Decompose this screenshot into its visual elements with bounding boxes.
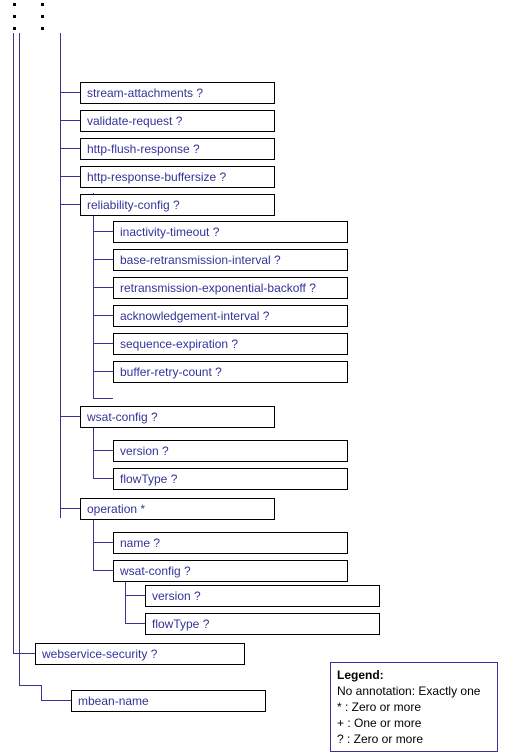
connector-horizontal	[60, 92, 80, 93]
legend-line: * : Zero or more	[337, 699, 491, 715]
tree-node-http-flush-response: http-flush-response ?	[80, 138, 275, 160]
tree-node-http-response-buffersize: http-response-buffersize ?	[80, 166, 275, 188]
connector-horizontal	[60, 416, 80, 417]
connector-horizontal	[93, 343, 113, 344]
connector-horizontal	[125, 623, 145, 624]
connector-horizontal	[93, 398, 113, 399]
tree-node-wsat-version: version ?	[113, 440, 348, 462]
tree-node-acknowledgement-interval: acknowledgement-interval ?	[113, 305, 348, 327]
connector-horizontal	[93, 542, 113, 543]
connector-vertical	[19, 33, 20, 685]
tree-node-mbean-name: mbean-name	[71, 690, 266, 712]
tree-node-retransmission-exponential-backoff: retransmission-exponential-backoff ?	[113, 277, 348, 299]
tree-node-wsat-flowtype: flowType ?	[113, 468, 348, 490]
legend-box: Legend:No annotation: Exactly one* : Zer…	[330, 662, 498, 752]
connector-horizontal	[93, 287, 113, 288]
tree-node-op-wsat-version: version ?	[145, 585, 380, 607]
ellipsis-dot	[13, 3, 16, 6]
connector-horizontal	[60, 508, 80, 509]
tree-node-wsat-config: wsat-config ?	[80, 406, 275, 428]
connector-vertical	[13, 33, 14, 653]
connector-vertical	[60, 33, 61, 518]
connector-horizontal	[60, 204, 80, 205]
connector-horizontal	[60, 120, 80, 121]
connector-horizontal	[19, 685, 41, 686]
connector-horizontal	[13, 653, 35, 654]
tree-node-op-wsat-config: wsat-config ?	[113, 560, 348, 582]
connector-horizontal	[93, 371, 113, 372]
tree-node-base-retransmission-interval: base-retransmission-interval ?	[113, 249, 348, 271]
tree-node-sequence-expiration: sequence-expiration ?	[113, 333, 348, 355]
legend-line: + : One or more	[337, 715, 491, 731]
legend-line: ? : Zero or more	[337, 731, 491, 747]
ellipsis-dot	[41, 27, 44, 30]
connector-horizontal	[93, 570, 113, 571]
connector-horizontal	[93, 315, 113, 316]
ellipsis-dot	[13, 27, 16, 30]
tree-node-stream-attachments: stream-attachments ?	[80, 82, 275, 104]
ellipsis-dot	[13, 15, 16, 18]
connector-horizontal	[93, 231, 113, 232]
connector-horizontal	[60, 176, 80, 177]
connector-vertical	[93, 425, 94, 478]
connector-horizontal	[93, 450, 113, 451]
connector-vertical	[93, 517, 94, 570]
tree-node-inactivity-timeout: inactivity-timeout ?	[113, 221, 348, 243]
tree-node-op-wsat-flowtype: flowType ?	[145, 613, 380, 635]
tree-node-validate-request: validate-request ?	[80, 110, 275, 132]
legend-title: Legend:	[337, 667, 491, 683]
connector-horizontal	[93, 259, 113, 260]
connector-horizontal	[41, 700, 71, 701]
tree-node-reliability-config: reliability-config ?	[80, 194, 275, 216]
ellipsis-dot	[41, 15, 44, 18]
tree-node-op-name: name ?	[113, 532, 348, 554]
connector-vertical	[41, 685, 42, 700]
ellipsis-dot	[41, 3, 44, 6]
legend-line: No annotation: Exactly one	[337, 683, 491, 699]
tree-node-operation: operation *	[80, 498, 275, 520]
connector-horizontal	[125, 595, 145, 596]
connector-horizontal	[93, 478, 113, 479]
tree-node-webservice-security: webservice-security ?	[35, 643, 245, 665]
connector-vertical	[93, 193, 94, 398]
connector-horizontal	[60, 148, 80, 149]
tree-node-buffer-retry-count: buffer-retry-count ?	[113, 361, 348, 383]
